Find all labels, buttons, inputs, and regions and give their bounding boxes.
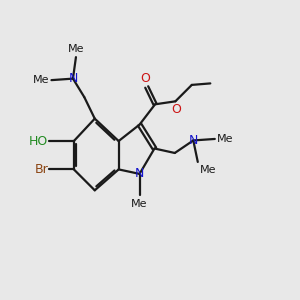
Text: Me: Me	[131, 199, 148, 209]
Text: O: O	[171, 103, 181, 116]
Text: HO: HO	[29, 134, 48, 148]
Text: Me: Me	[200, 165, 216, 175]
Text: Br: Br	[34, 163, 48, 176]
Text: Me: Me	[68, 44, 84, 54]
Text: N: N	[68, 72, 78, 85]
Text: N: N	[135, 167, 144, 180]
Text: N: N	[189, 134, 198, 147]
Text: O: O	[140, 72, 150, 85]
Text: Me: Me	[217, 134, 233, 144]
Text: Me: Me	[33, 75, 50, 85]
